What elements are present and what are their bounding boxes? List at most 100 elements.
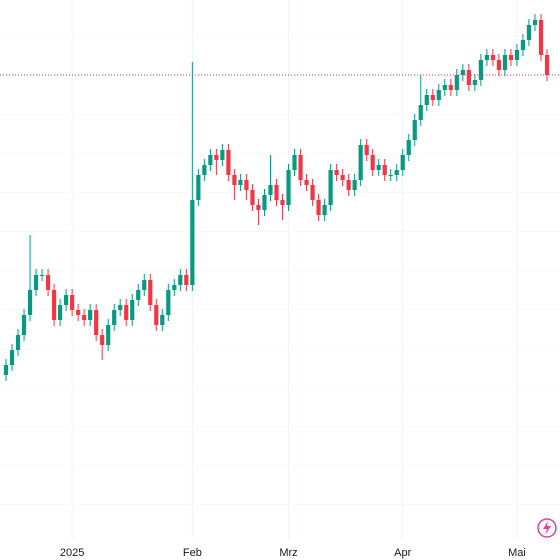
candle-body bbox=[358, 145, 363, 180]
candle-body bbox=[268, 185, 273, 195]
x-tick-label: Apr bbox=[394, 547, 411, 559]
horizontal-grid bbox=[0, 0, 560, 540]
candle-body bbox=[430, 95, 435, 100]
candle-body bbox=[322, 205, 327, 215]
candle-body bbox=[160, 315, 165, 325]
candle-body bbox=[106, 325, 111, 345]
plot bbox=[0, 0, 560, 540]
candle-body bbox=[250, 190, 255, 205]
candle-body bbox=[454, 75, 459, 90]
candle-body bbox=[148, 280, 153, 305]
candle-body bbox=[316, 200, 321, 215]
candle-body bbox=[208, 155, 213, 165]
candle-body bbox=[298, 155, 303, 180]
x-tick-label: Mai bbox=[508, 547, 526, 559]
candle-body bbox=[436, 90, 441, 100]
candle-body bbox=[142, 280, 147, 290]
candle-body bbox=[154, 305, 159, 325]
candle-body bbox=[124, 305, 129, 320]
candle-body bbox=[328, 170, 333, 205]
candle-body bbox=[202, 165, 207, 175]
candle-body bbox=[15, 335, 21, 350]
candle-body bbox=[178, 275, 183, 285]
candle-body bbox=[370, 155, 375, 170]
candle-body bbox=[466, 70, 471, 85]
candle-body bbox=[526, 25, 532, 40]
candle-body bbox=[196, 175, 201, 200]
candle-body bbox=[382, 165, 387, 175]
candle-body bbox=[532, 20, 538, 25]
x-tick-label: Mrz bbox=[279, 547, 297, 559]
candle-body bbox=[244, 180, 249, 190]
candle-body bbox=[394, 170, 399, 175]
candle-body bbox=[27, 290, 33, 315]
candle-body bbox=[220, 150, 225, 160]
candle-body bbox=[280, 200, 285, 205]
candle-body bbox=[9, 350, 15, 365]
candle-body bbox=[238, 180, 243, 185]
candle-body bbox=[256, 205, 261, 210]
candle-body bbox=[172, 285, 177, 290]
candle-body bbox=[346, 180, 351, 190]
candle-body bbox=[484, 55, 489, 60]
candle-body bbox=[460, 70, 465, 75]
candle-body bbox=[64, 295, 69, 305]
candle-body bbox=[76, 310, 81, 315]
candle-body bbox=[39, 275, 45, 276]
candle-body bbox=[538, 20, 544, 55]
candle-body bbox=[21, 315, 27, 335]
candle-body bbox=[58, 305, 63, 320]
candle-body bbox=[184, 275, 189, 285]
candle-body bbox=[3, 365, 9, 375]
candle-body bbox=[544, 55, 550, 75]
flash-button[interactable] bbox=[537, 518, 557, 538]
candle-body bbox=[334, 170, 339, 175]
candle-body bbox=[33, 275, 39, 290]
candle-body bbox=[136, 290, 141, 300]
candle-body bbox=[520, 40, 526, 50]
candle-body bbox=[286, 170, 291, 205]
candle-body bbox=[262, 195, 267, 210]
candle-body bbox=[70, 295, 75, 310]
candle-body bbox=[364, 145, 369, 155]
candle-body bbox=[118, 305, 123, 310]
candle-body bbox=[274, 185, 279, 200]
candle-body bbox=[352, 180, 357, 190]
candle-body bbox=[45, 275, 51, 290]
candle-body bbox=[478, 60, 483, 80]
candle-body bbox=[130, 300, 135, 320]
candle-body bbox=[406, 140, 411, 155]
candle-body bbox=[412, 120, 417, 140]
candle-body bbox=[51, 290, 57, 320]
candle-body bbox=[418, 105, 423, 120]
candle-body bbox=[472, 80, 477, 85]
candle-body bbox=[292, 155, 297, 170]
candle-body bbox=[94, 310, 99, 335]
candle-body bbox=[502, 55, 508, 70]
x-tick-label: 2025 bbox=[60, 547, 84, 559]
candle-body bbox=[214, 155, 219, 160]
candle-body bbox=[508, 55, 514, 60]
candle-body bbox=[424, 95, 429, 105]
candle-body bbox=[376, 165, 381, 170]
candle-body bbox=[448, 85, 453, 90]
candle-body bbox=[340, 175, 345, 180]
candle-body bbox=[88, 310, 93, 320]
candle-body bbox=[490, 55, 495, 60]
candle-body bbox=[442, 85, 447, 90]
candle-body bbox=[82, 315, 87, 320]
candle-body bbox=[226, 150, 231, 175]
candle-body bbox=[112, 310, 117, 325]
candle-body bbox=[388, 175, 393, 176]
candle-body bbox=[496, 60, 502, 70]
candle-body bbox=[514, 50, 520, 60]
candle-body bbox=[304, 180, 309, 185]
candle-body bbox=[100, 335, 105, 345]
candle-body bbox=[190, 200, 195, 285]
candle-body bbox=[232, 175, 237, 185]
x-tick-label: Feb bbox=[183, 547, 202, 559]
candle-body bbox=[400, 155, 405, 170]
candle-body bbox=[310, 185, 315, 200]
candle-body bbox=[166, 290, 171, 315]
